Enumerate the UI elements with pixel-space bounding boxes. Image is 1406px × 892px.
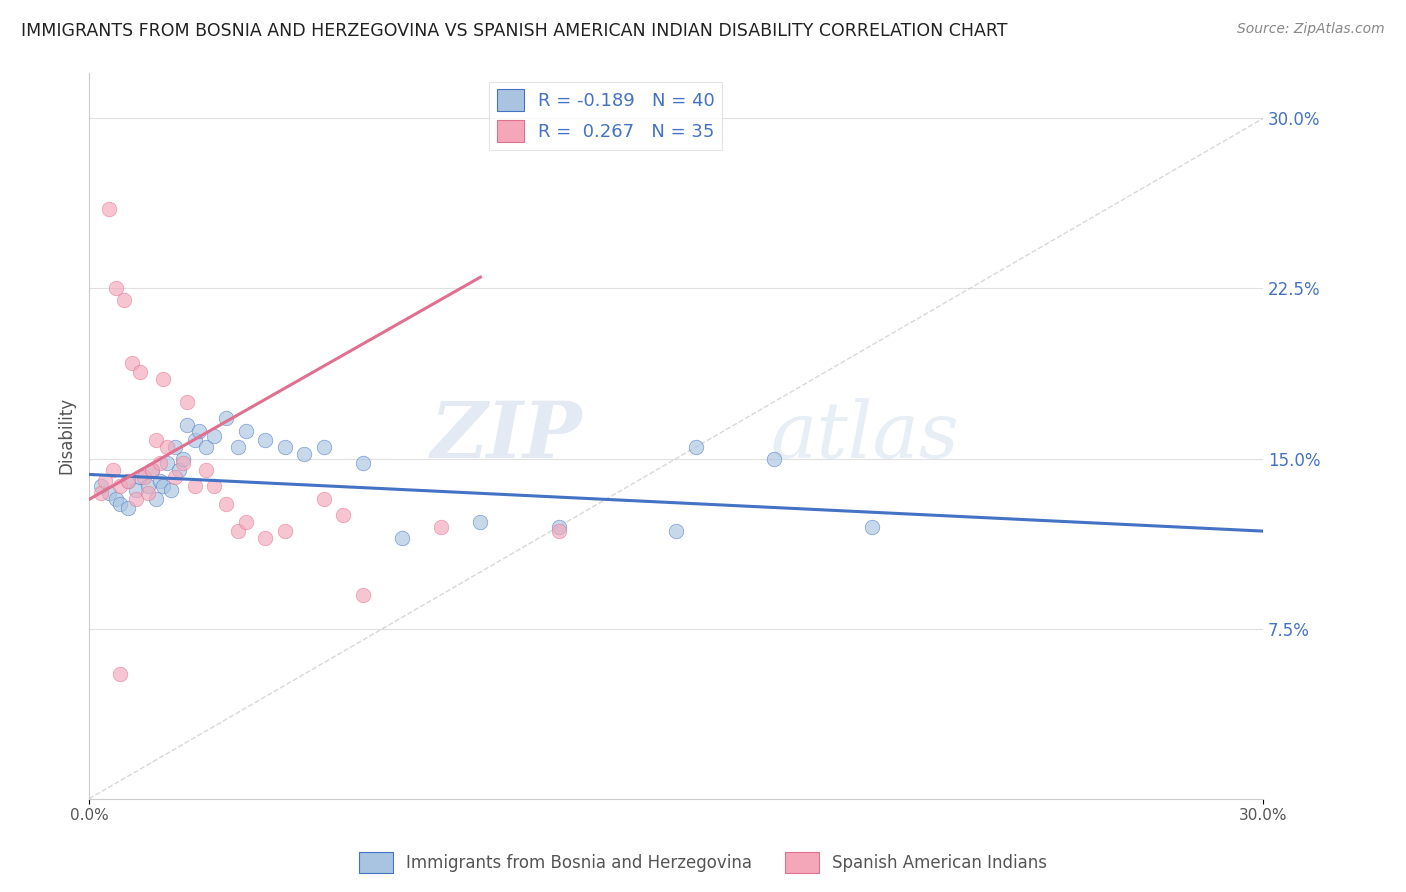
Point [145, 434, 167, 448]
Point [136, 479, 159, 493]
Point [292, 447, 315, 461]
Point [152, 479, 174, 493]
Point [235, 425, 257, 439]
Point [352, 456, 374, 470]
Point [254, 434, 277, 448]
Text: Source: ZipAtlas.com: Source: ZipAtlas.com [1237, 22, 1385, 37]
Point [202, 479, 225, 493]
Point [152, 372, 174, 386]
Point [141, 463, 163, 477]
Point [184, 434, 207, 448]
Point [195, 463, 218, 477]
Point [430, 519, 453, 533]
Point [165, 440, 187, 454]
Point [547, 524, 569, 538]
Text: atlas: atlas [770, 398, 959, 474]
Point [110, 667, 132, 681]
Point [160, 483, 183, 498]
Point [176, 417, 198, 432]
Legend: Immigrants from Bosnia and Herzegovina, Spanish American Indians: Immigrants from Bosnia and Herzegovina, … [353, 846, 1053, 880]
Point [136, 485, 159, 500]
Point [90, 485, 112, 500]
Point [145, 492, 167, 507]
Point [172, 451, 194, 466]
Point [332, 508, 354, 523]
Point [165, 469, 187, 483]
Point [148, 456, 170, 470]
Point [860, 519, 883, 533]
Point [762, 451, 785, 466]
Point [391, 531, 413, 545]
Point [97, 485, 120, 500]
Point [215, 410, 238, 425]
Y-axis label: Disability: Disability [58, 397, 75, 475]
Point [195, 440, 218, 454]
Point [156, 456, 179, 470]
Point [274, 440, 297, 454]
Text: ZIP: ZIP [430, 398, 582, 475]
Point [470, 515, 492, 529]
Point [105, 281, 128, 295]
Point [117, 474, 139, 488]
Point [105, 492, 128, 507]
Legend: R = -0.189   N = 40, R =  0.267   N = 35: R = -0.189 N = 40, R = 0.267 N = 35 [489, 82, 723, 150]
Point [117, 501, 139, 516]
Point [184, 479, 207, 493]
Point [172, 456, 194, 470]
Text: IMMIGRANTS FROM BOSNIA AND HERZEGOVINA VS SPANISH AMERICAN INDIAN DISABILITY COR: IMMIGRANTS FROM BOSNIA AND HERZEGOVINA V… [21, 22, 1008, 40]
Point [121, 356, 143, 370]
Point [312, 492, 335, 507]
Point [101, 463, 124, 477]
Point [148, 474, 170, 488]
Point [352, 588, 374, 602]
Point [187, 425, 209, 439]
Point [215, 497, 238, 511]
Point [226, 524, 249, 538]
Point [90, 479, 112, 493]
Point [125, 483, 148, 498]
Point [312, 440, 335, 454]
Point [117, 474, 139, 488]
Point [93, 474, 115, 488]
Point [226, 440, 249, 454]
Point [129, 469, 152, 483]
Point [156, 440, 179, 454]
Point [110, 479, 132, 493]
Point [112, 293, 135, 307]
Point [110, 497, 132, 511]
Point [254, 531, 277, 545]
Point [547, 519, 569, 533]
Point [202, 429, 225, 443]
Point [97, 202, 120, 216]
Point [665, 524, 688, 538]
Point [685, 440, 707, 454]
Point [167, 463, 190, 477]
Point [141, 463, 163, 477]
Point [235, 515, 257, 529]
Point [132, 469, 155, 483]
Point [274, 524, 297, 538]
Point [176, 395, 198, 409]
Point [125, 492, 148, 507]
Point [129, 365, 152, 379]
